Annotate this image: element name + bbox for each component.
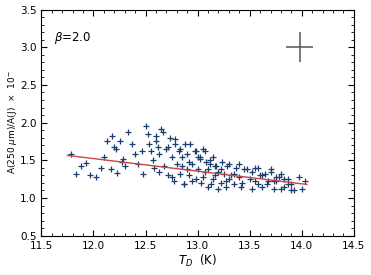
Text: $\beta$=2.0: $\beta$=2.0 <box>54 30 91 46</box>
Y-axis label: A(250 $\mu$m)/A(J)  $\times$  10$^{-}$: A(250 $\mu$m)/A(J) $\times$ 10$^{-}$ <box>6 71 19 175</box>
X-axis label: $T_D$  (K): $T_D$ (K) <box>178 253 217 270</box>
